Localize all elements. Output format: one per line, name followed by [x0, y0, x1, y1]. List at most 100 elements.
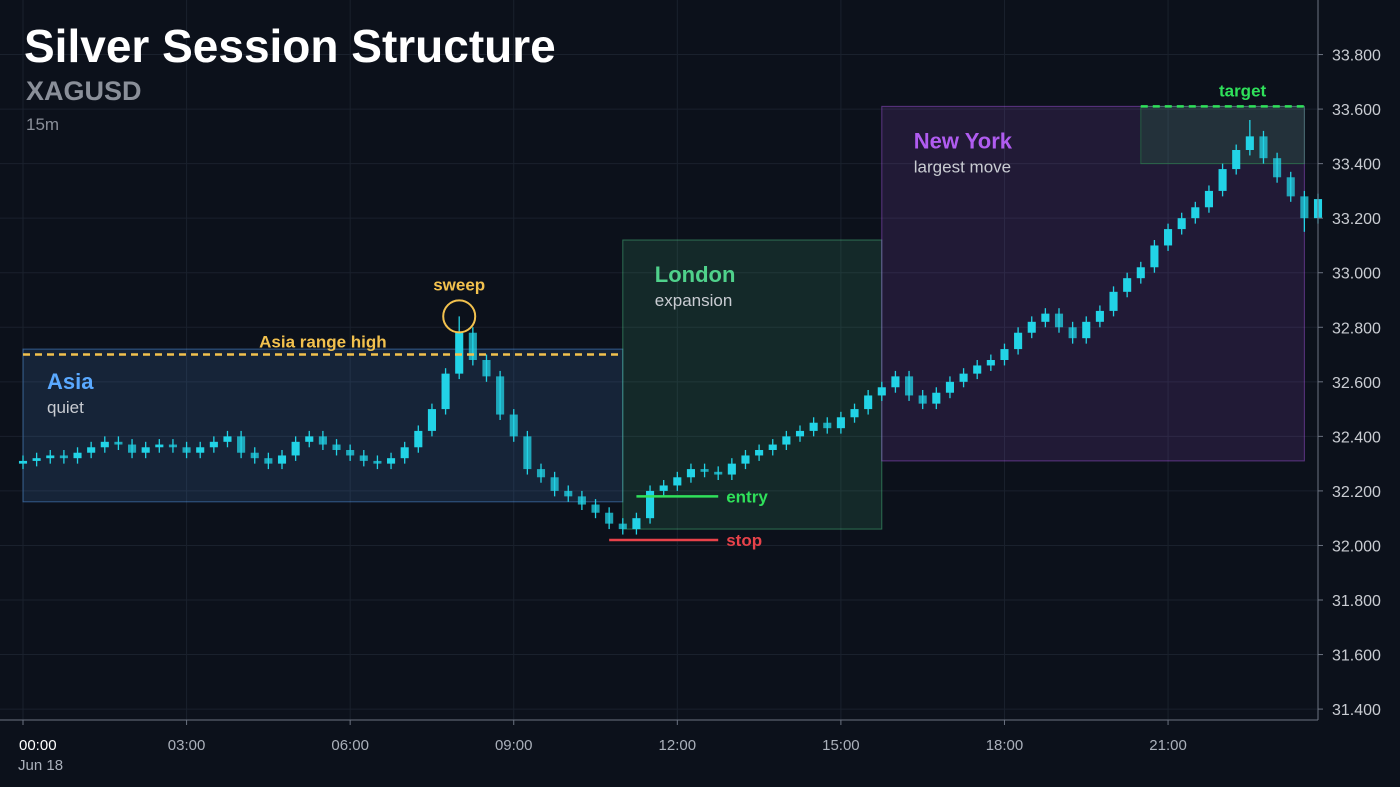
- candle-body: [277, 455, 287, 464]
- x-tick-label: 18:00: [986, 737, 1024, 754]
- candle-body: [1259, 136, 1268, 159]
- candle-body: [182, 447, 191, 453]
- candle-body: [686, 469, 695, 478]
- candle-body: [128, 444, 137, 453]
- candle-body: [550, 477, 559, 491]
- y-tick-label: 33.000: [1332, 266, 1381, 283]
- candle-body: [1273, 158, 1282, 178]
- candle-body: [18, 460, 28, 464]
- y-tick-label: 32.200: [1332, 484, 1381, 501]
- candle-body: [264, 458, 273, 464]
- level-label: entry: [726, 487, 768, 506]
- candle-body: [223, 436, 232, 442]
- candle-body: [795, 430, 805, 437]
- candle-body: [986, 360, 995, 366]
- candle-body: [646, 490, 655, 519]
- candle-body: [1204, 190, 1213, 208]
- candle-body: [1300, 196, 1309, 219]
- candle-body: [291, 441, 300, 456]
- candle-body: [1014, 332, 1023, 350]
- candle-body: [891, 376, 900, 388]
- candle-body: [1054, 313, 1064, 328]
- candle-body: [441, 373, 450, 410]
- y-tick-label: 32.800: [1332, 320, 1381, 337]
- candle-body: [305, 436, 314, 442]
- x-tick-label: 06:00: [331, 737, 369, 754]
- x-date-label: Jun 18: [18, 757, 63, 774]
- candle-body: [809, 422, 818, 431]
- candle-body: [332, 444, 341, 450]
- candle-body: [632, 518, 641, 530]
- x-tick-label: 09:00: [495, 737, 533, 754]
- session-name: Asia: [47, 369, 94, 394]
- x-tick-label: 21:00: [1149, 737, 1187, 754]
- candle-body: [536, 469, 546, 478]
- candle-body: [168, 444, 177, 448]
- candle-body: [1191, 207, 1200, 219]
- candle-body: [100, 441, 109, 448]
- candle-body: [1041, 313, 1050, 322]
- candle-body: [755, 450, 764, 456]
- candle-body: [155, 444, 164, 448]
- candle-body: [373, 460, 382, 464]
- candle-body: [87, 447, 96, 453]
- session-box: [22, 348, 624, 503]
- level-label: stop: [726, 531, 762, 550]
- candle-body: [73, 452, 82, 459]
- session-name: New York: [914, 128, 1013, 153]
- candle-body: [32, 458, 41, 461]
- interval: 15m: [26, 115, 59, 134]
- candle-body: [46, 455, 55, 459]
- candle-body: [455, 332, 464, 374]
- candle-body: [387, 458, 396, 464]
- candle-body: [1027, 321, 1036, 333]
- session-note: largest move: [914, 157, 1011, 176]
- candle-body: [905, 376, 914, 396]
- y-tick-label: 32.000: [1332, 538, 1381, 555]
- target-zone: [1140, 105, 1305, 165]
- candle-body: [932, 392, 941, 404]
- candle-body: [741, 455, 750, 464]
- candle-body: [768, 444, 777, 450]
- y-tick-label: 33.800: [1332, 48, 1381, 65]
- candle-body: [427, 409, 436, 431]
- candle-body: [823, 422, 832, 429]
- session-name: London: [655, 262, 736, 287]
- candle-body: [196, 447, 205, 453]
- x-tick-label: 15:00: [822, 737, 860, 754]
- candle-body: [973, 365, 982, 374]
- candle-body: [577, 496, 586, 505]
- chart-title: Silver Session Structure: [24, 20, 556, 72]
- candle-body: [482, 360, 491, 377]
- x-tick-label: 03:00: [168, 737, 206, 754]
- candle-body: [700, 469, 709, 472]
- y-tick-label: 33.200: [1332, 211, 1381, 228]
- candle-body: [727, 463, 736, 475]
- session-box: [622, 239, 883, 530]
- y-tick-label: 32.400: [1332, 429, 1381, 446]
- candle-body: [618, 523, 627, 530]
- candle-body: [237, 436, 246, 453]
- candle-body: [141, 447, 150, 453]
- candle-body: [591, 504, 600, 513]
- y-tick-label: 31.800: [1332, 593, 1381, 610]
- session-note: quiet: [47, 398, 84, 417]
- candle-body: [1164, 229, 1173, 246]
- candle-body: [318, 436, 327, 445]
- candle-body: [1000, 349, 1009, 360]
- candle-body: [659, 485, 668, 491]
- symbol: XAGUSD: [26, 76, 142, 106]
- candle-body: [877, 387, 886, 396]
- candle-body: [1150, 245, 1159, 268]
- candle-body: [1095, 310, 1104, 322]
- candle-body: [605, 512, 614, 524]
- candle-body: [400, 447, 409, 459]
- candle-body: [1123, 278, 1132, 292]
- y-tick-label: 33.600: [1332, 102, 1381, 119]
- candle-body: [1245, 136, 1254, 150]
- candle-body: [1177, 218, 1186, 230]
- candle-body: [945, 381, 954, 393]
